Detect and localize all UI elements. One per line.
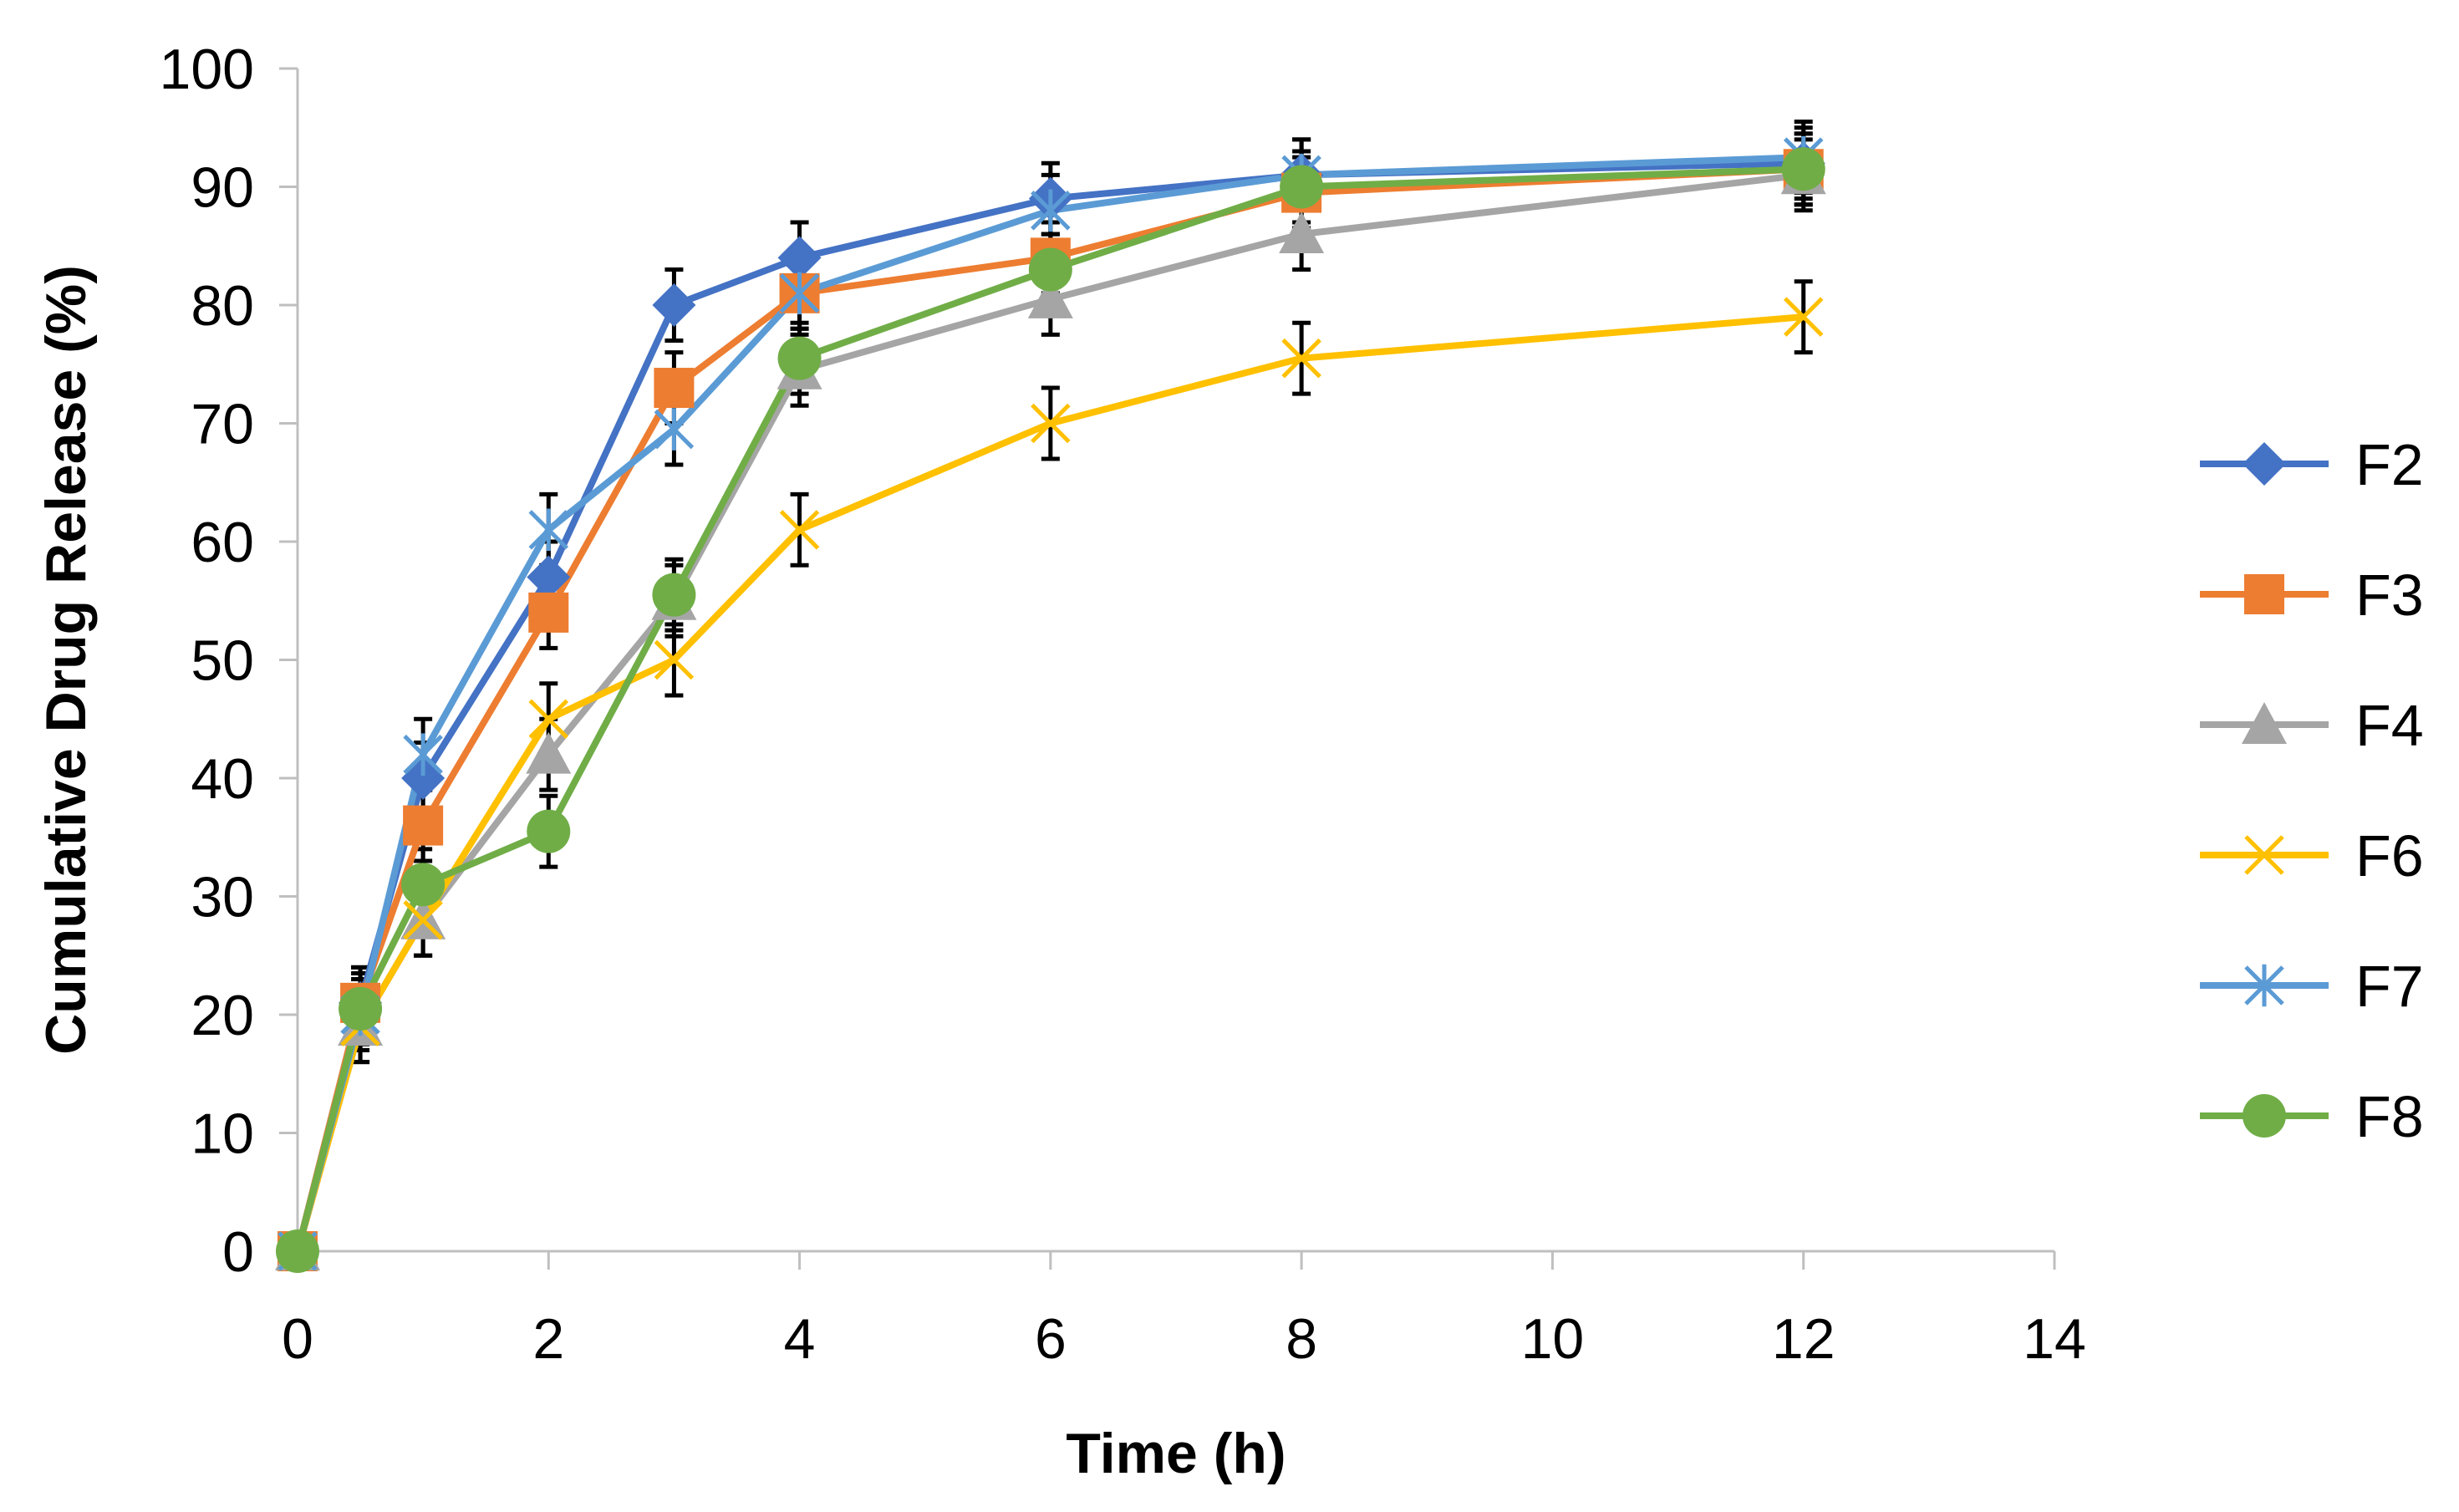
data-point-f6 <box>403 900 443 940</box>
x-tick-label: 12 <box>1772 1307 1835 1371</box>
legend-label-f6: F6 <box>2355 823 2424 888</box>
legend-label-f8: F8 <box>2355 1084 2424 1149</box>
data-point-f7 <box>654 408 695 451</box>
data-point-f2 <box>777 236 822 280</box>
y-tick-label: 10 <box>191 1102 254 1166</box>
y-tick-label: 70 <box>191 393 254 456</box>
data-point-f7 <box>779 272 820 315</box>
data-point-f4 <box>1027 276 1073 318</box>
y-tick-label: 90 <box>191 156 254 220</box>
legend-label-f7: F7 <box>2355 954 2424 1019</box>
data-point-f8 <box>1028 247 1072 292</box>
legend-marker-f7 <box>2244 964 2284 1007</box>
data-point-f2 <box>652 283 696 327</box>
data-point-f4 <box>1279 211 1325 254</box>
y-tick-label: 40 <box>191 747 254 811</box>
x-tick-label: 2 <box>532 1307 564 1371</box>
legend-label-f4: F4 <box>2355 693 2424 758</box>
y-tick-label: 100 <box>160 38 254 101</box>
x-tick-label: 0 <box>282 1307 313 1371</box>
y-axis-title: Cumulative Drug Release (%) <box>34 265 98 1055</box>
data-point-f7 <box>1031 189 1071 232</box>
y-tick-label: 30 <box>191 866 254 929</box>
data-point-f6 <box>1281 338 1321 379</box>
error-bars <box>351 120 1813 1065</box>
data-point-f3 <box>528 592 569 633</box>
y-tick-label: 0 <box>222 1220 254 1284</box>
data-point-f4 <box>526 731 572 774</box>
legend-marker-f6 <box>2244 835 2284 875</box>
data-point-f7 <box>403 733 443 776</box>
data-point-f8 <box>652 573 696 617</box>
series-markers <box>275 135 1826 1273</box>
data-point-f8 <box>777 336 822 380</box>
axes: 0 10 20 30 40 50 60 70 80 90 100 0 2 4 6 8 10 12 14 <box>160 38 2086 1371</box>
y-tick-label: 80 <box>191 274 254 338</box>
data-point-f8 <box>527 809 571 853</box>
legend-marker-f2 <box>2243 442 2286 486</box>
data-point-f3 <box>654 368 695 409</box>
data-point-f8 <box>1280 165 1324 209</box>
legend-marker-f8 <box>2243 1094 2286 1138</box>
y-tick-label: 60 <box>191 511 254 574</box>
data-point-f6 <box>1031 403 1071 444</box>
data-point-f6 <box>779 510 820 550</box>
legend-marker-f4 <box>2242 702 2287 744</box>
data-point-f8 <box>276 1229 319 1273</box>
legend: F2 F3 F4 F6 F7 F8 <box>2200 432 2424 1149</box>
legend-marker-f3 <box>2244 574 2284 614</box>
legend-label-f3: F3 <box>2355 563 2424 628</box>
data-point-f8 <box>339 986 383 1031</box>
x-tick-label: 4 <box>784 1307 816 1371</box>
x-tick-label: 10 <box>1521 1307 1585 1371</box>
data-point-f6 <box>528 699 569 740</box>
y-tick-label: 20 <box>191 984 254 1047</box>
x-tick-label: 6 <box>1035 1307 1067 1371</box>
legend-label-f2: F2 <box>2355 432 2424 497</box>
x-tick-label: 8 <box>1286 1307 1317 1371</box>
data-point-f3 <box>403 805 444 846</box>
x-axis-title: Time (h) <box>1066 1422 1286 1485</box>
data-point-f8 <box>401 863 445 907</box>
y-tick-label: 50 <box>191 629 254 693</box>
data-point-f6 <box>1783 297 1824 337</box>
x-tick-label: 14 <box>2023 1307 2086 1371</box>
data-point-f2 <box>527 555 571 599</box>
data-point-f6 <box>654 639 695 680</box>
data-point-f7 <box>528 508 569 552</box>
data-point-f8 <box>1781 147 1825 191</box>
